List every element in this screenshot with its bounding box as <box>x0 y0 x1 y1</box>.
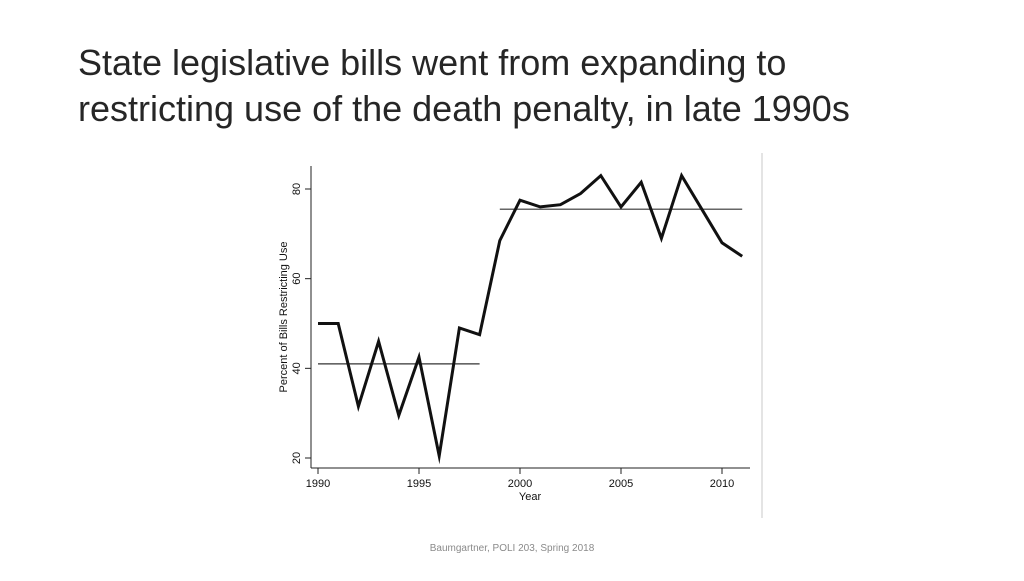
slide-title-line-1: State legislative bills went from expand… <box>78 42 787 83</box>
x-tick-label: 2010 <box>710 478 734 490</box>
slide-title: State legislative bills went from expand… <box>78 40 978 132</box>
y-tick-label: 20 <box>291 452 303 464</box>
y-tick-label: 60 <box>291 273 303 285</box>
x-tick-label: 1995 <box>407 478 431 490</box>
y-tick-label: 80 <box>291 183 303 195</box>
series-group <box>318 171 744 465</box>
x-axis-label: Year <box>519 491 542 503</box>
y-tick-label: 40 <box>291 362 303 374</box>
series-line <box>318 171 744 465</box>
slide-footer: Baumgartner, POLI 203, Spring 2018 <box>429 543 595 554</box>
y-axis-ticks: 20 40 60 80 <box>291 183 311 464</box>
x-tick-label: 2005 <box>609 478 633 490</box>
y-axis-label: Percent of Bills Restricting Use <box>278 242 290 393</box>
period-mean-lines <box>318 208 743 365</box>
x-tick-label: 2000 <box>508 478 532 490</box>
x-axis-ticks: 1990 1995 2000 2005 2010 <box>306 468 734 490</box>
slide-title-line-2: restricting use of the death penalty, in… <box>78 88 850 129</box>
x-tick-label: 1990 <box>306 478 330 490</box>
